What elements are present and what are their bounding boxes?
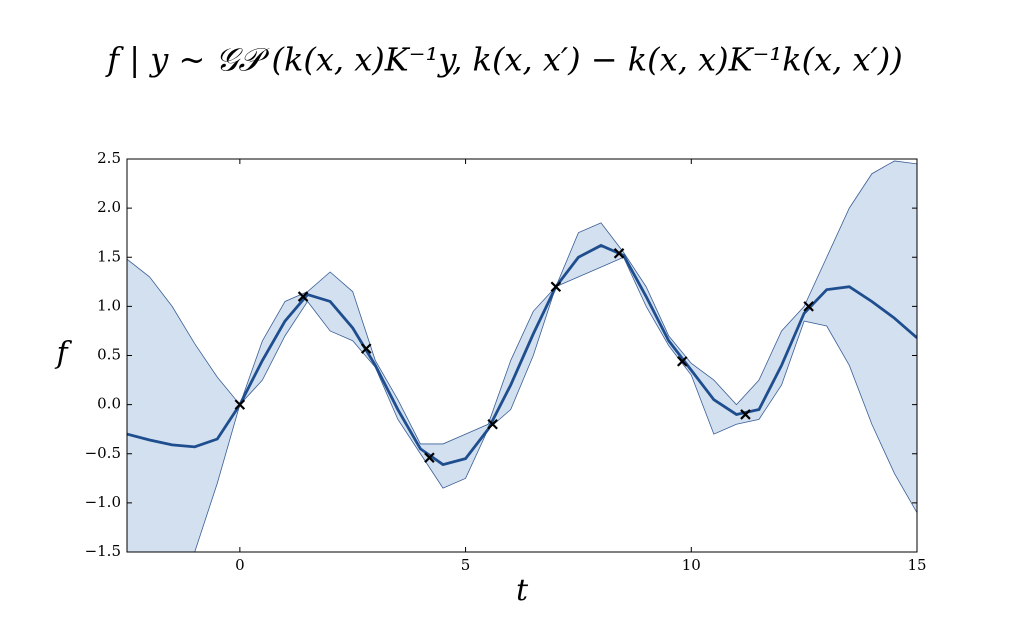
y-tick-label: 2.5: [97, 149, 121, 167]
observation: [613, 248, 625, 259]
y-axis-label: f: [54, 336, 72, 371]
x-tick-label: 5: [461, 556, 471, 574]
y-tick-label: 1.0: [97, 296, 121, 314]
y-tick-label: −1.0: [85, 493, 121, 511]
observation: [234, 399, 246, 410]
chart-title: f | y ~ 𝒢𝒫 (k(x, x)K⁻¹y, k(x, x′) − k(x,…: [105, 41, 903, 79]
observation: [803, 301, 814, 312]
y-tick-label: −0.5: [85, 444, 121, 462]
observation: [424, 452, 435, 463]
y-tick-label: 1.5: [97, 247, 121, 265]
observation: [676, 356, 688, 367]
x-tick-label: 15: [907, 556, 926, 574]
x-tick-label: 0: [235, 556, 245, 574]
observation: [487, 418, 498, 430]
x-tick-label: 10: [682, 556, 701, 574]
observation: [550, 281, 562, 293]
y-tick-label: −1.5: [85, 542, 121, 560]
observation: [360, 343, 372, 354]
observation: [297, 291, 309, 302]
y-tick-label: 0.0: [97, 395, 121, 413]
y-tick-label: 2.0: [97, 198, 121, 216]
x-axis-label: t: [516, 573, 529, 608]
plot-area: [127, 160, 917, 552]
mean-line: [127, 243, 917, 467]
confidence-band: [127, 160, 917, 552]
y-tick-label: 0.5: [97, 346, 121, 364]
observation: [740, 409, 751, 420]
